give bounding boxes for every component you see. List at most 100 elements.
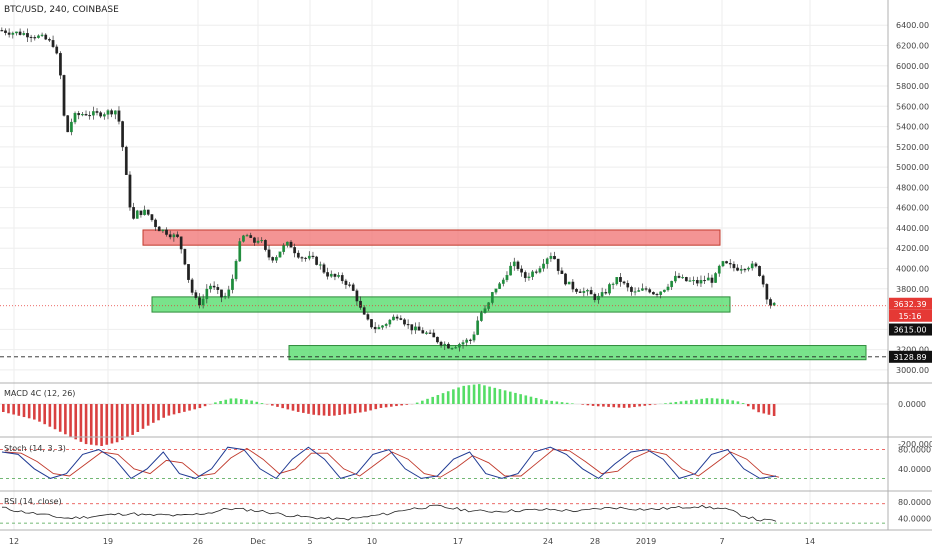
macd-bar bbox=[596, 404, 600, 407]
candle-body bbox=[567, 281, 571, 285]
candle-body bbox=[271, 257, 275, 261]
macd-bar bbox=[508, 391, 512, 404]
macd-bar bbox=[741, 403, 745, 404]
macd-bar bbox=[467, 385, 471, 404]
candle-body bbox=[231, 278, 234, 290]
candle-body bbox=[505, 275, 509, 281]
candle-body bbox=[432, 332, 436, 338]
candle-body bbox=[582, 291, 586, 293]
grid-lines bbox=[0, 0, 888, 530]
candle-body bbox=[501, 279, 505, 284]
candle-body bbox=[48, 39, 51, 41]
candle-body bbox=[516, 261, 520, 270]
candle-body bbox=[249, 235, 253, 238]
macd-bar bbox=[767, 404, 771, 415]
macd-bar bbox=[281, 404, 284, 409]
candle-body bbox=[333, 273, 337, 277]
time-tick-label: 12 bbox=[9, 537, 19, 546]
stoch-d-line bbox=[4, 447, 780, 478]
candle-body bbox=[663, 289, 666, 292]
candle-body bbox=[154, 219, 157, 228]
macd-bar bbox=[431, 396, 434, 404]
candle-body bbox=[395, 316, 399, 319]
macd-bar bbox=[607, 404, 610, 407]
macd-bar bbox=[115, 404, 119, 443]
candle-body bbox=[51, 40, 55, 48]
macd-bar bbox=[12, 404, 15, 415]
support-zone bbox=[288, 345, 867, 361]
macd-bar bbox=[379, 404, 383, 408]
macd-bar bbox=[307, 404, 310, 414]
macd-bar bbox=[452, 389, 455, 404]
macd-bar bbox=[327, 404, 331, 416]
candle-body bbox=[545, 258, 549, 265]
candle-body bbox=[659, 291, 663, 295]
candle-body bbox=[289, 241, 293, 248]
macd-bar bbox=[721, 398, 724, 404]
candle-body bbox=[238, 241, 242, 262]
candle-body bbox=[593, 293, 597, 301]
candle-body bbox=[179, 236, 183, 250]
candle-body bbox=[113, 110, 117, 115]
candle-body bbox=[128, 174, 132, 208]
stoch-pane[interactable] bbox=[0, 438, 888, 490]
candle-body bbox=[168, 234, 172, 238]
candle-body bbox=[183, 248, 187, 265]
candle-body bbox=[124, 146, 128, 176]
rsi-pane[interactable] bbox=[0, 492, 888, 530]
stoch-tick-label: 80.0000 bbox=[898, 446, 931, 455]
candle-body bbox=[560, 270, 564, 275]
candle-body bbox=[410, 324, 414, 331]
candle-body bbox=[198, 297, 201, 306]
macd-bar bbox=[653, 404, 657, 405]
time-axis[interactable]: 12 19 26 Dec 5 10 17 24 28 2019 7 14 bbox=[9, 537, 815, 546]
candle-body bbox=[436, 336, 439, 343]
candle-body bbox=[483, 308, 487, 314]
price-axis[interactable]: 6400.00 6200.00 6000.00 5800.00 5600.00 5400.… bbox=[896, 21, 932, 523]
macd-bar bbox=[581, 404, 585, 405]
time-tick-label: Dec bbox=[250, 537, 265, 546]
macd-bar bbox=[364, 404, 367, 412]
candle-body bbox=[703, 279, 706, 282]
price-tick-label: 5600.00 bbox=[896, 102, 929, 111]
macd-bar bbox=[648, 404, 652, 406]
macd-bar bbox=[731, 400, 735, 404]
candle-body bbox=[220, 289, 223, 298]
candle-body bbox=[146, 209, 150, 215]
rsi-tick-label: 80.0000 bbox=[898, 498, 931, 507]
candle-body bbox=[15, 31, 18, 34]
macd-bar bbox=[746, 404, 750, 407]
candle-body bbox=[736, 267, 739, 271]
candle-body bbox=[205, 288, 209, 300]
candle-body bbox=[728, 262, 732, 265]
macd-bar bbox=[7, 404, 10, 414]
candle-body bbox=[351, 284, 355, 291]
candle-body bbox=[194, 292, 198, 298]
macd-bar bbox=[43, 404, 46, 425]
macd-bar bbox=[462, 385, 466, 404]
candle-body bbox=[710, 277, 714, 283]
price-pane[interactable] bbox=[0, 0, 888, 382]
candle-body bbox=[172, 234, 176, 238]
macd-bar bbox=[643, 404, 647, 406]
macd-bar bbox=[250, 400, 253, 404]
candle-body bbox=[307, 255, 311, 259]
candle-body bbox=[575, 289, 578, 292]
candle-body bbox=[652, 292, 655, 295]
candle-body bbox=[670, 280, 674, 288]
macd-bar bbox=[405, 404, 409, 405]
candle-body bbox=[458, 344, 461, 348]
macd-bar bbox=[715, 398, 719, 404]
candle-body bbox=[641, 288, 644, 291]
macd-bar bbox=[95, 404, 98, 446]
candle-body bbox=[4, 30, 7, 33]
candle-body bbox=[476, 320, 480, 335]
candle-body bbox=[673, 275, 677, 282]
time-tick-label: 28 bbox=[590, 537, 600, 546]
candle-body bbox=[421, 330, 425, 334]
candle-body bbox=[450, 348, 454, 350]
macd-bar bbox=[736, 401, 740, 404]
macd-bar bbox=[477, 384, 481, 404]
candle-body bbox=[684, 277, 688, 282]
